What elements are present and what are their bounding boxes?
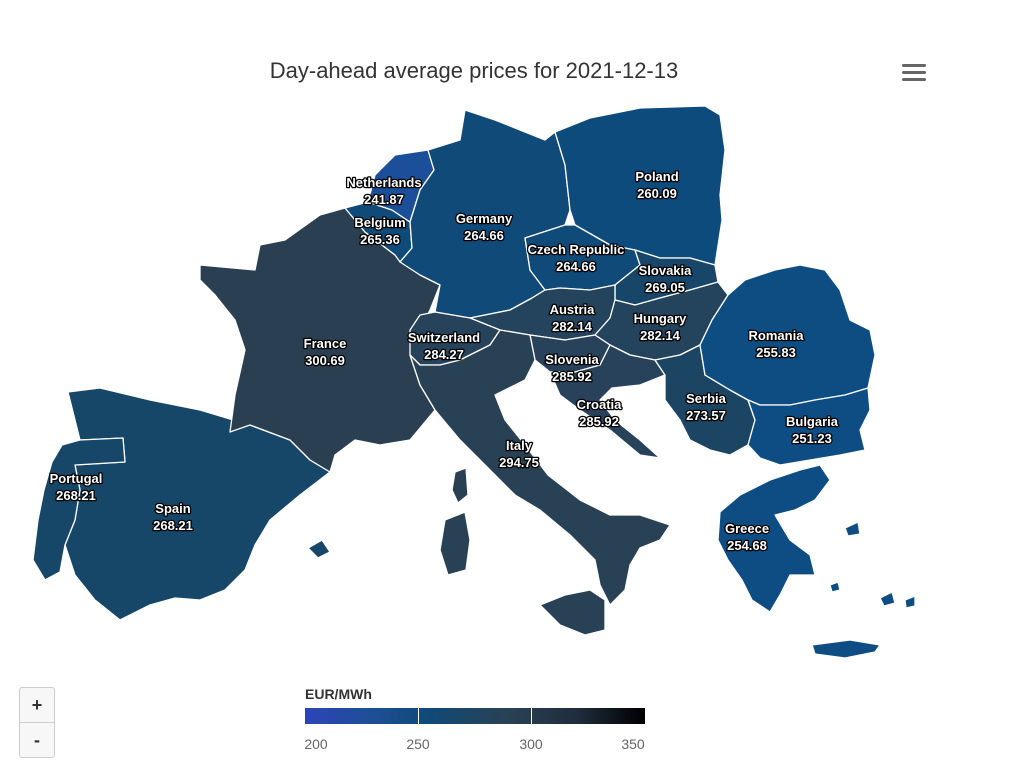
legend-tick-350: 350 xyxy=(621,736,645,752)
price-belgium: 265.36 xyxy=(360,232,400,247)
color-scale-bar xyxy=(305,708,645,724)
label-belgium: Belgium xyxy=(354,215,405,230)
label-czech-republic: Czech Republic xyxy=(528,242,625,257)
label-poland: Poland xyxy=(635,169,678,184)
price-italy: 294.75 xyxy=(499,455,539,470)
legend-divider-250 xyxy=(418,708,419,724)
label-bulgaria: Bulgaria xyxy=(786,414,839,429)
price-poland: 260.09 xyxy=(637,186,677,201)
zoom-in-button[interactable]: + xyxy=(31,695,43,715)
label-hungary: Hungary xyxy=(634,311,688,326)
menu-bar-top xyxy=(902,64,926,67)
country-italy[interactable] xyxy=(409,329,671,606)
label-croatia: Croatia xyxy=(577,397,623,412)
menu-bar-middle xyxy=(902,71,926,74)
label-italy: Italy xyxy=(506,438,533,453)
price-portugal: 268.21 xyxy=(56,488,96,503)
chart-title: Day-ahead average prices for 2021-12-13 xyxy=(269,58,679,83)
price-france: 300.69 xyxy=(305,353,345,368)
menu-bar-bottom xyxy=(902,78,926,81)
label-slovakia: Slovakia xyxy=(639,263,693,278)
country-france[interactable] xyxy=(199,207,441,473)
label-spain: Spain xyxy=(155,501,190,516)
label-france: France xyxy=(304,336,347,351)
legend-title: EUR/MWh xyxy=(305,686,372,702)
legend-tick-250: 250 xyxy=(406,736,430,752)
price-croatia: 285.92 xyxy=(579,414,619,429)
country-italy-sardinia[interactable] xyxy=(439,511,471,576)
price-austria: 282.14 xyxy=(552,319,593,334)
price-germany: 264.66 xyxy=(464,228,504,243)
price-greece: 254.68 xyxy=(727,538,767,553)
country-portugal[interactable] xyxy=(32,437,126,581)
country-italy-sicily[interactable] xyxy=(539,589,606,636)
legend-tick-300: 300 xyxy=(519,736,543,752)
zoom-controls: + - xyxy=(19,687,55,758)
price-netherlands: 241.87 xyxy=(364,192,404,207)
country-romania[interactable] xyxy=(699,264,876,406)
legend-tick-200: 200 xyxy=(304,736,328,752)
country-greece-crete[interactable] xyxy=(811,639,881,659)
label-slovenia: Slovenia xyxy=(545,352,599,367)
country-croatia[interactable] xyxy=(549,344,666,459)
label-switzerland: Switzerland xyxy=(408,330,480,345)
country-bulgaria[interactable] xyxy=(747,387,871,466)
label-portugal: Portugal xyxy=(50,471,103,486)
label-austria: Austria xyxy=(550,302,596,317)
price-serbia: 273.57 xyxy=(686,408,726,423)
price-slovakia: 269.05 xyxy=(645,280,685,295)
country-spain-balearic[interactable] xyxy=(307,539,331,559)
price-romania: 255.83 xyxy=(756,345,796,360)
price-bulgaria: 251.23 xyxy=(792,431,832,446)
country-france-corsica[interactable] xyxy=(451,467,469,504)
label-serbia: Serbia xyxy=(686,391,727,406)
label-germany: Germany xyxy=(456,211,513,226)
price-hungary: 282.14 xyxy=(640,328,681,343)
price-slovenia: 285.92 xyxy=(552,369,592,384)
label-netherlands: Netherlands xyxy=(346,175,421,190)
price-spain: 268.21 xyxy=(153,518,193,533)
legend-divider-300 xyxy=(531,708,532,724)
price-switzerland: 284.27 xyxy=(424,347,464,362)
country-greece-islands[interactable] xyxy=(829,521,916,609)
label-romania: Romania xyxy=(749,328,805,343)
price-czech-republic: 264.66 xyxy=(556,259,596,274)
zoom-out-button[interactable]: - xyxy=(20,722,54,757)
hamburger-menu-icon[interactable] xyxy=(902,64,926,84)
country-greece[interactable] xyxy=(717,464,831,613)
label-greece: Greece xyxy=(725,521,769,536)
